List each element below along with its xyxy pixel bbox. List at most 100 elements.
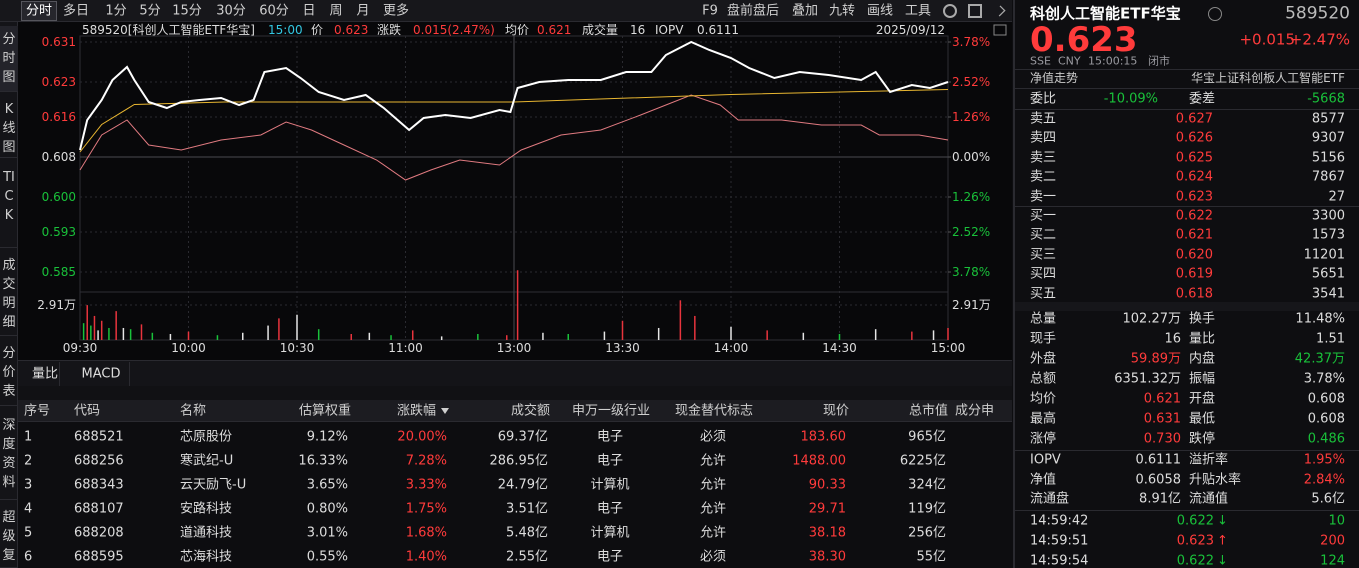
table-cell: 电子 bbox=[596, 429, 624, 445]
period-tab[interactable]: 60分 bbox=[259, 3, 289, 19]
period-tab[interactable]: 5分 bbox=[139, 3, 161, 19]
table-cell: 256亿 bbox=[908, 525, 946, 541]
info-iopv: 0.6111 bbox=[697, 23, 739, 37]
info-avg: 0.621 bbox=[537, 23, 572, 37]
stat-value: 0.631 bbox=[1143, 411, 1181, 427]
toolbar bbox=[0, 0, 1012, 22]
ask-price: 0.623 bbox=[1175, 189, 1213, 205]
price-change-pct: +2.47% bbox=[1289, 30, 1350, 49]
y2-tick-label: 0.00% bbox=[952, 150, 991, 164]
table-cell: 1.40% bbox=[405, 549, 447, 565]
bid-label: 买四 bbox=[1030, 266, 1057, 282]
y2-tick-label: 1.26% bbox=[952, 190, 991, 204]
stat-label: 外盘 bbox=[1030, 351, 1057, 367]
security-code: 589520 bbox=[1285, 3, 1350, 24]
info-code-name: 589520[科创人工智能ETF华宝] bbox=[82, 23, 255, 37]
indicator-tab[interactable]: MACD bbox=[81, 366, 121, 382]
tool-button[interactable]: 画线 bbox=[866, 3, 894, 19]
column-header[interactable]: 总市值 bbox=[908, 403, 948, 419]
period-tab[interactable]: 周 bbox=[329, 3, 343, 19]
column-header[interactable]: 现价 bbox=[822, 403, 849, 419]
table-cell: 允许 bbox=[699, 525, 727, 541]
info-change: 0.015(2.47%) bbox=[413, 23, 495, 37]
trade-time: 14:59:51 bbox=[1030, 533, 1089, 549]
trade-arrow: ↓ bbox=[1217, 553, 1228, 568]
info-iopv-label: IOPV bbox=[655, 23, 684, 37]
column-header[interactable]: 现金替代标志 bbox=[674, 403, 754, 419]
ask-label: 卖一 bbox=[1030, 189, 1057, 205]
period-tab[interactable]: 日 bbox=[302, 3, 316, 19]
tool-button[interactable]: 工具 bbox=[904, 3, 932, 19]
column-header[interactable]: 序号 bbox=[24, 403, 51, 419]
table-cell: 7.28% bbox=[405, 453, 447, 469]
settings-icon[interactable] bbox=[943, 4, 957, 18]
nav-tab[interactable]: 净值走势 bbox=[1030, 71, 1079, 85]
period-tab[interactable]: 多日 bbox=[62, 3, 90, 19]
period-tab[interactable]: 15分 bbox=[172, 3, 202, 19]
stat-label: 换手 bbox=[1189, 311, 1216, 327]
table-cell: 2 bbox=[24, 453, 33, 469]
volume-tick-label: 2.91万 bbox=[37, 298, 76, 312]
period-tab[interactable]: 月 bbox=[356, 3, 370, 19]
y2-tick-label: 2.52% bbox=[952, 75, 991, 89]
price-line bbox=[79, 40, 949, 151]
y-tick-label: 0.593 bbox=[41, 225, 76, 239]
market-exchange: SSE bbox=[1030, 54, 1051, 68]
table-cell: 1.75% bbox=[405, 501, 447, 517]
separator bbox=[1015, 450, 1359, 451]
side-tab[interactable]: 分时图 bbox=[0, 26, 18, 92]
period-tab[interactable]: 更多 bbox=[382, 3, 410, 19]
table-cell: 允许 bbox=[699, 453, 727, 469]
table-cell: 2.55亿 bbox=[506, 549, 548, 565]
stat-value: 11.48% bbox=[1295, 311, 1345, 327]
fund-name: 华宝上证科创板人工智能ETF bbox=[1191, 71, 1345, 85]
stat-value: 6351.32万 bbox=[1114, 371, 1181, 387]
side-tab[interactable]: 超级复 bbox=[0, 504, 18, 568]
side-tab[interactable]: 深度资料 bbox=[0, 412, 18, 500]
stat-value: 8.91亿 bbox=[1139, 491, 1181, 507]
ask-label: 卖三 bbox=[1030, 150, 1057, 166]
side-tab[interactable]: K线图 bbox=[0, 96, 18, 158]
table-cell: 324亿 bbox=[908, 477, 946, 493]
tool-button[interactable]: 九转 bbox=[828, 3, 856, 19]
table-cell: 1 bbox=[24, 429, 33, 445]
trade-arrow: ↑ bbox=[1217, 533, 1228, 549]
table-cell: 29.71 bbox=[808, 501, 846, 517]
window-icon[interactable] bbox=[968, 4, 982, 18]
tool-button[interactable]: F9 bbox=[702, 3, 718, 19]
sort-indicator[interactable] bbox=[441, 408, 449, 414]
side-tab[interactable]: 分价表 bbox=[0, 340, 18, 406]
table-cell: 688595 bbox=[74, 549, 124, 565]
table-cell: 1488.00 bbox=[792, 453, 846, 469]
bid-price: 0.620 bbox=[1175, 247, 1213, 263]
column-header[interactable]: 估算权重 bbox=[298, 403, 351, 419]
indicator-tab[interactable]: 量比 bbox=[31, 366, 59, 382]
tool-button[interactable]: 叠加 bbox=[791, 3, 819, 19]
y2-tick-label: 3.78% bbox=[952, 35, 991, 49]
period-tab[interactable]: 分时 bbox=[25, 3, 53, 19]
period-tab[interactable]: 30分 bbox=[216, 3, 246, 19]
column-header[interactable]: 申万一级行业 bbox=[571, 403, 651, 419]
indicator-tab-box[interactable] bbox=[72, 362, 130, 386]
column-header[interactable]: 代码 bbox=[74, 403, 101, 419]
tool-button[interactable]: 盘前盘后 bbox=[726, 3, 780, 19]
stat-label: 现手 bbox=[1030, 331, 1057, 347]
table-cell: 电子 bbox=[596, 501, 624, 517]
side-tab[interactable]: TICK bbox=[0, 164, 18, 248]
table-cell: 55亿 bbox=[916, 549, 946, 565]
column-header[interactable]: 成交额 bbox=[510, 403, 550, 419]
period-tab[interactable]: 1分 bbox=[105, 3, 127, 19]
column-header[interactable]: 涨跌幅 bbox=[397, 403, 437, 419]
info-icon[interactable] bbox=[1208, 7, 1222, 21]
y-tick-label: 0.616 bbox=[41, 110, 76, 124]
column-header[interactable]: 名称 bbox=[180, 403, 207, 419]
side-tab[interactable]: 成交明细 bbox=[0, 252, 18, 336]
bid-volume: 11201 bbox=[1303, 247, 1345, 263]
indicator-tab-box[interactable] bbox=[30, 362, 60, 386]
table-cell: 必须 bbox=[699, 429, 727, 445]
x-tick-label: 10:30 bbox=[279, 341, 315, 355]
column-header[interactable]: 成分申 bbox=[955, 403, 995, 419]
table-cell: 5 bbox=[24, 525, 33, 541]
table-cell: 3.65% bbox=[306, 477, 348, 493]
stat-value: 0.6058 bbox=[1135, 472, 1182, 488]
